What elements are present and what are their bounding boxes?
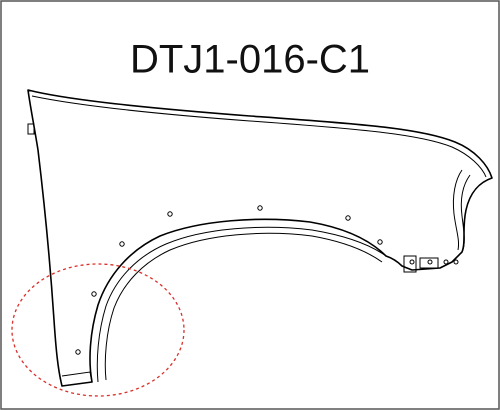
arch-inner xyxy=(104,232,383,381)
tab xyxy=(27,123,35,135)
highlight-circle xyxy=(11,263,185,397)
bracket xyxy=(419,257,439,269)
fender-drawing xyxy=(27,89,493,387)
edge-detail xyxy=(452,169,463,251)
bracket xyxy=(403,255,417,273)
part-number: DTJ1-016-C1 xyxy=(130,38,370,82)
arch-flange xyxy=(96,226,387,383)
bottom-lip xyxy=(61,371,93,383)
mounting-holes xyxy=(75,205,459,355)
edge-detail xyxy=(460,174,471,253)
top-crease xyxy=(31,95,487,178)
fender-outline xyxy=(27,89,493,387)
